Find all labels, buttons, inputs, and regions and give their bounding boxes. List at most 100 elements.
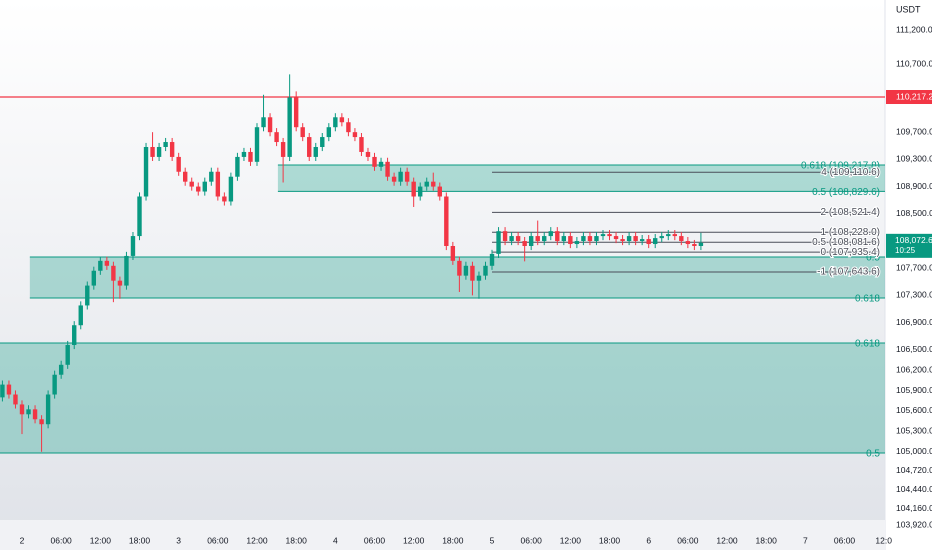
candle-body [104, 260, 110, 266]
candle-body [522, 241, 527, 247]
fib-zone [0, 342, 885, 453]
candle-body [542, 236, 547, 242]
candle-body [13, 394, 18, 405]
candle-body [313, 146, 318, 157]
candle-body [235, 156, 240, 177]
candle-body [378, 161, 384, 167]
candle-body [241, 151, 247, 157]
candle-body [39, 419, 44, 425]
candle-body [156, 146, 162, 157]
x-tick-label: 06:00 [677, 535, 699, 545]
candle-body [489, 253, 495, 266]
candle-body [561, 236, 567, 242]
y-tick-label: 106,500.0 [896, 344, 932, 354]
y-tick-label: 109,700.0 [896, 126, 932, 136]
candle-body [111, 265, 116, 281]
candle-body [359, 137, 364, 152]
candle-body [130, 236, 136, 256]
y-tick-label: 105,300.0 [896, 426, 932, 436]
x-tick-label: 06:00 [834, 535, 856, 545]
extension-label: 0 (107,935.4) [821, 247, 881, 258]
candle-body [594, 236, 599, 242]
candle-body [150, 146, 155, 157]
x-tick-label: 18:00 [599, 535, 621, 545]
candle-body [535, 236, 540, 242]
x-tick-label: 06:00 [521, 535, 543, 545]
horizontal-line-price-tag [886, 90, 932, 105]
y-tick-label: 103,920.0 [896, 519, 932, 529]
candle-body [307, 137, 312, 157]
candle-body [0, 384, 5, 398]
y-tick-label: 110,700.0 [896, 58, 932, 68]
x-tick-label: 4 [333, 535, 338, 545]
candle-body [528, 236, 534, 247]
candle-body [418, 186, 423, 197]
candle-body [300, 127, 305, 138]
candle-body [555, 231, 560, 242]
x-tick-label: 12:0 [875, 535, 892, 545]
extension-label: 0.5 (108,081.6) [812, 237, 880, 248]
candle-body [196, 186, 201, 192]
x-tick-label: 12:00 [403, 535, 425, 545]
candle-body [548, 231, 553, 237]
x-tick-label: 18:00 [756, 535, 778, 545]
candle-body [182, 171, 188, 182]
candle-body [117, 280, 123, 286]
candle-body [404, 171, 410, 182]
candle-body [202, 181, 207, 192]
candle-body [143, 146, 149, 197]
candle-body [45, 394, 51, 425]
candle-body [620, 239, 625, 242]
candle-body [274, 132, 279, 143]
candle-body [365, 151, 371, 157]
candle-body [209, 171, 214, 182]
fib-level-label: 0.5 [866, 449, 880, 460]
plot-area: 0.618 (109,217.8) 0.5 (108,829.6) 0.5 0.618… [0, 74, 885, 460]
y-tick-label: 104,720.0 [896, 465, 932, 475]
candle-body [215, 171, 221, 197]
candle-body [78, 305, 83, 326]
candle-body [463, 265, 469, 276]
candle-body [659, 236, 664, 239]
y-tick-label: 105,900.0 [896, 385, 932, 395]
candle-body [411, 181, 416, 197]
candle-body [391, 176, 397, 182]
y-tick-label: 105,600.0 [896, 405, 932, 415]
candle-body [72, 325, 77, 346]
candle-body [574, 241, 580, 245]
candle-body [261, 117, 266, 128]
y-tick-label: 107,300.0 [896, 290, 932, 300]
fib-level-label: 0.618 [855, 339, 880, 350]
x-tick-label: 5 [490, 535, 495, 545]
fib-zone [277, 164, 885, 192]
candle-body [653, 238, 658, 245]
candle-body [672, 234, 677, 237]
y-tick-label: 108,900.0 [896, 181, 932, 191]
y-tick-label: 106,200.0 [896, 364, 932, 374]
time-axis-panel [0, 520, 885, 550]
candle-body [626, 236, 632, 242]
x-tick-label: 7 [803, 535, 808, 545]
candle-body [607, 234, 612, 237]
candle-body [679, 236, 684, 242]
y-tick-label: 111,200.0 [896, 24, 932, 34]
candle-body [293, 97, 299, 128]
x-tick-label: 18:00 [442, 535, 464, 545]
candle-body [228, 176, 234, 202]
y-tick-label: 105,000.0 [896, 446, 932, 456]
candle-body [372, 156, 377, 167]
candle-body [137, 196, 142, 237]
candle-body [385, 161, 390, 177]
candle-body [437, 186, 442, 197]
candle-body [6, 384, 12, 395]
axes: 111,200.0 110,700.0 109,700.0 109,300.0 108,… [20, 24, 932, 545]
candle-body [613, 236, 619, 240]
candle-body [509, 236, 514, 242]
candle-body [189, 181, 194, 187]
x-tick-label: 6 [646, 535, 651, 545]
fib-level-label: 0.5 (108,829.6) [812, 187, 880, 198]
candle-body [496, 231, 501, 254]
candle-body [65, 345, 70, 365]
candle-body [333, 117, 338, 128]
currency-label: USDT [896, 4, 921, 14]
